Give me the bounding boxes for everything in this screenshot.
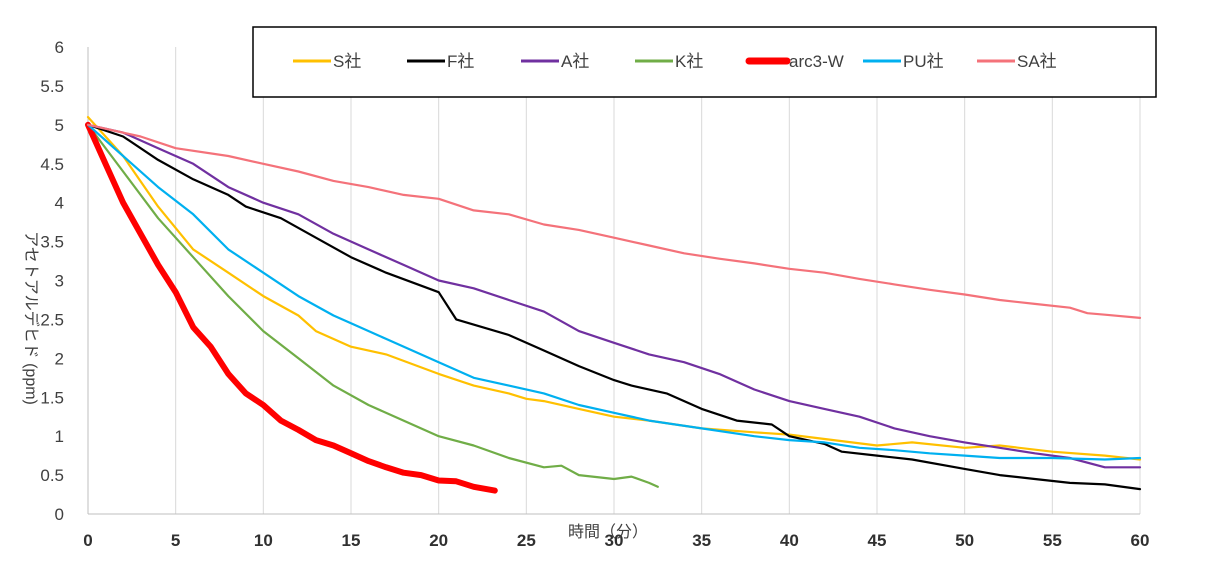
x-tick-label: 35 [692,531,711,550]
x-tick-label: 20 [429,531,448,550]
series-line-1 [86,123,1142,491]
legend-label-4: arc3-W [789,52,844,71]
gridlines [87,47,1141,514]
y-axis-title: アセトアルデヒド (ppm) [22,231,41,405]
x-tick-label: 60 [1131,531,1150,550]
series-line-0 [86,116,1142,461]
y-tick-label: 0.5 [40,466,64,485]
series-line-5 [86,123,1142,461]
x-tick-labels: 0 5 10 15 20 25 30 35 40 45 50 55 60 [83,531,1149,550]
series-line-3 [86,123,659,488]
y-tick-label: 6 [55,38,64,57]
legend: S社 F社 A社 K社 arc3-W PU社 SA社 [252,26,1157,98]
y-tick-label: 4.5 [40,155,64,174]
x-tick-label: 30 [605,531,624,550]
series-line-6 [86,123,1142,319]
legend-label-3: K社 [675,52,703,71]
x-tick-label: 15 [342,531,361,550]
x-tick-label: 50 [955,531,974,550]
legend-label-1: F社 [447,52,474,71]
x-tick-label: 0 [83,531,92,550]
legend-label-5: PU社 [903,52,944,71]
x-tick-label: 55 [1043,531,1062,550]
y-tick-label: 5.5 [40,77,64,96]
y-tick-label: 3 [55,272,64,291]
y-tick-label: 5 [55,116,64,135]
y-tick-label: 2.5 [40,310,64,329]
legend-label-0: S社 [333,52,361,71]
legend-label-6: SA社 [1017,52,1057,71]
y-tick-labels: 0 0.5 1 1.5 2 2.5 3 3.5 4 4.5 5 5.5 6 [40,38,64,524]
x-tick-label: 25 [517,531,536,550]
legend-label-2: A社 [561,52,589,71]
y-tick-label: 0 [55,505,64,524]
x-tick-label: 45 [868,531,887,550]
y-tick-label: 3.5 [40,233,64,252]
y-tick-label: 4 [55,194,64,213]
series-line-4 [85,121,498,494]
y-tick-label: 2 [55,349,64,368]
x-tick-label: 40 [780,531,799,550]
x-axis-title: 時間（分） [568,523,648,541]
series-line-2 [86,123,1142,469]
y-tick-label: 1 [55,427,64,446]
series-lines [85,116,1142,494]
x-tick-label: 10 [254,531,273,550]
x-tick-label: 5 [171,531,180,550]
y-tick-label: 1.5 [40,388,64,407]
